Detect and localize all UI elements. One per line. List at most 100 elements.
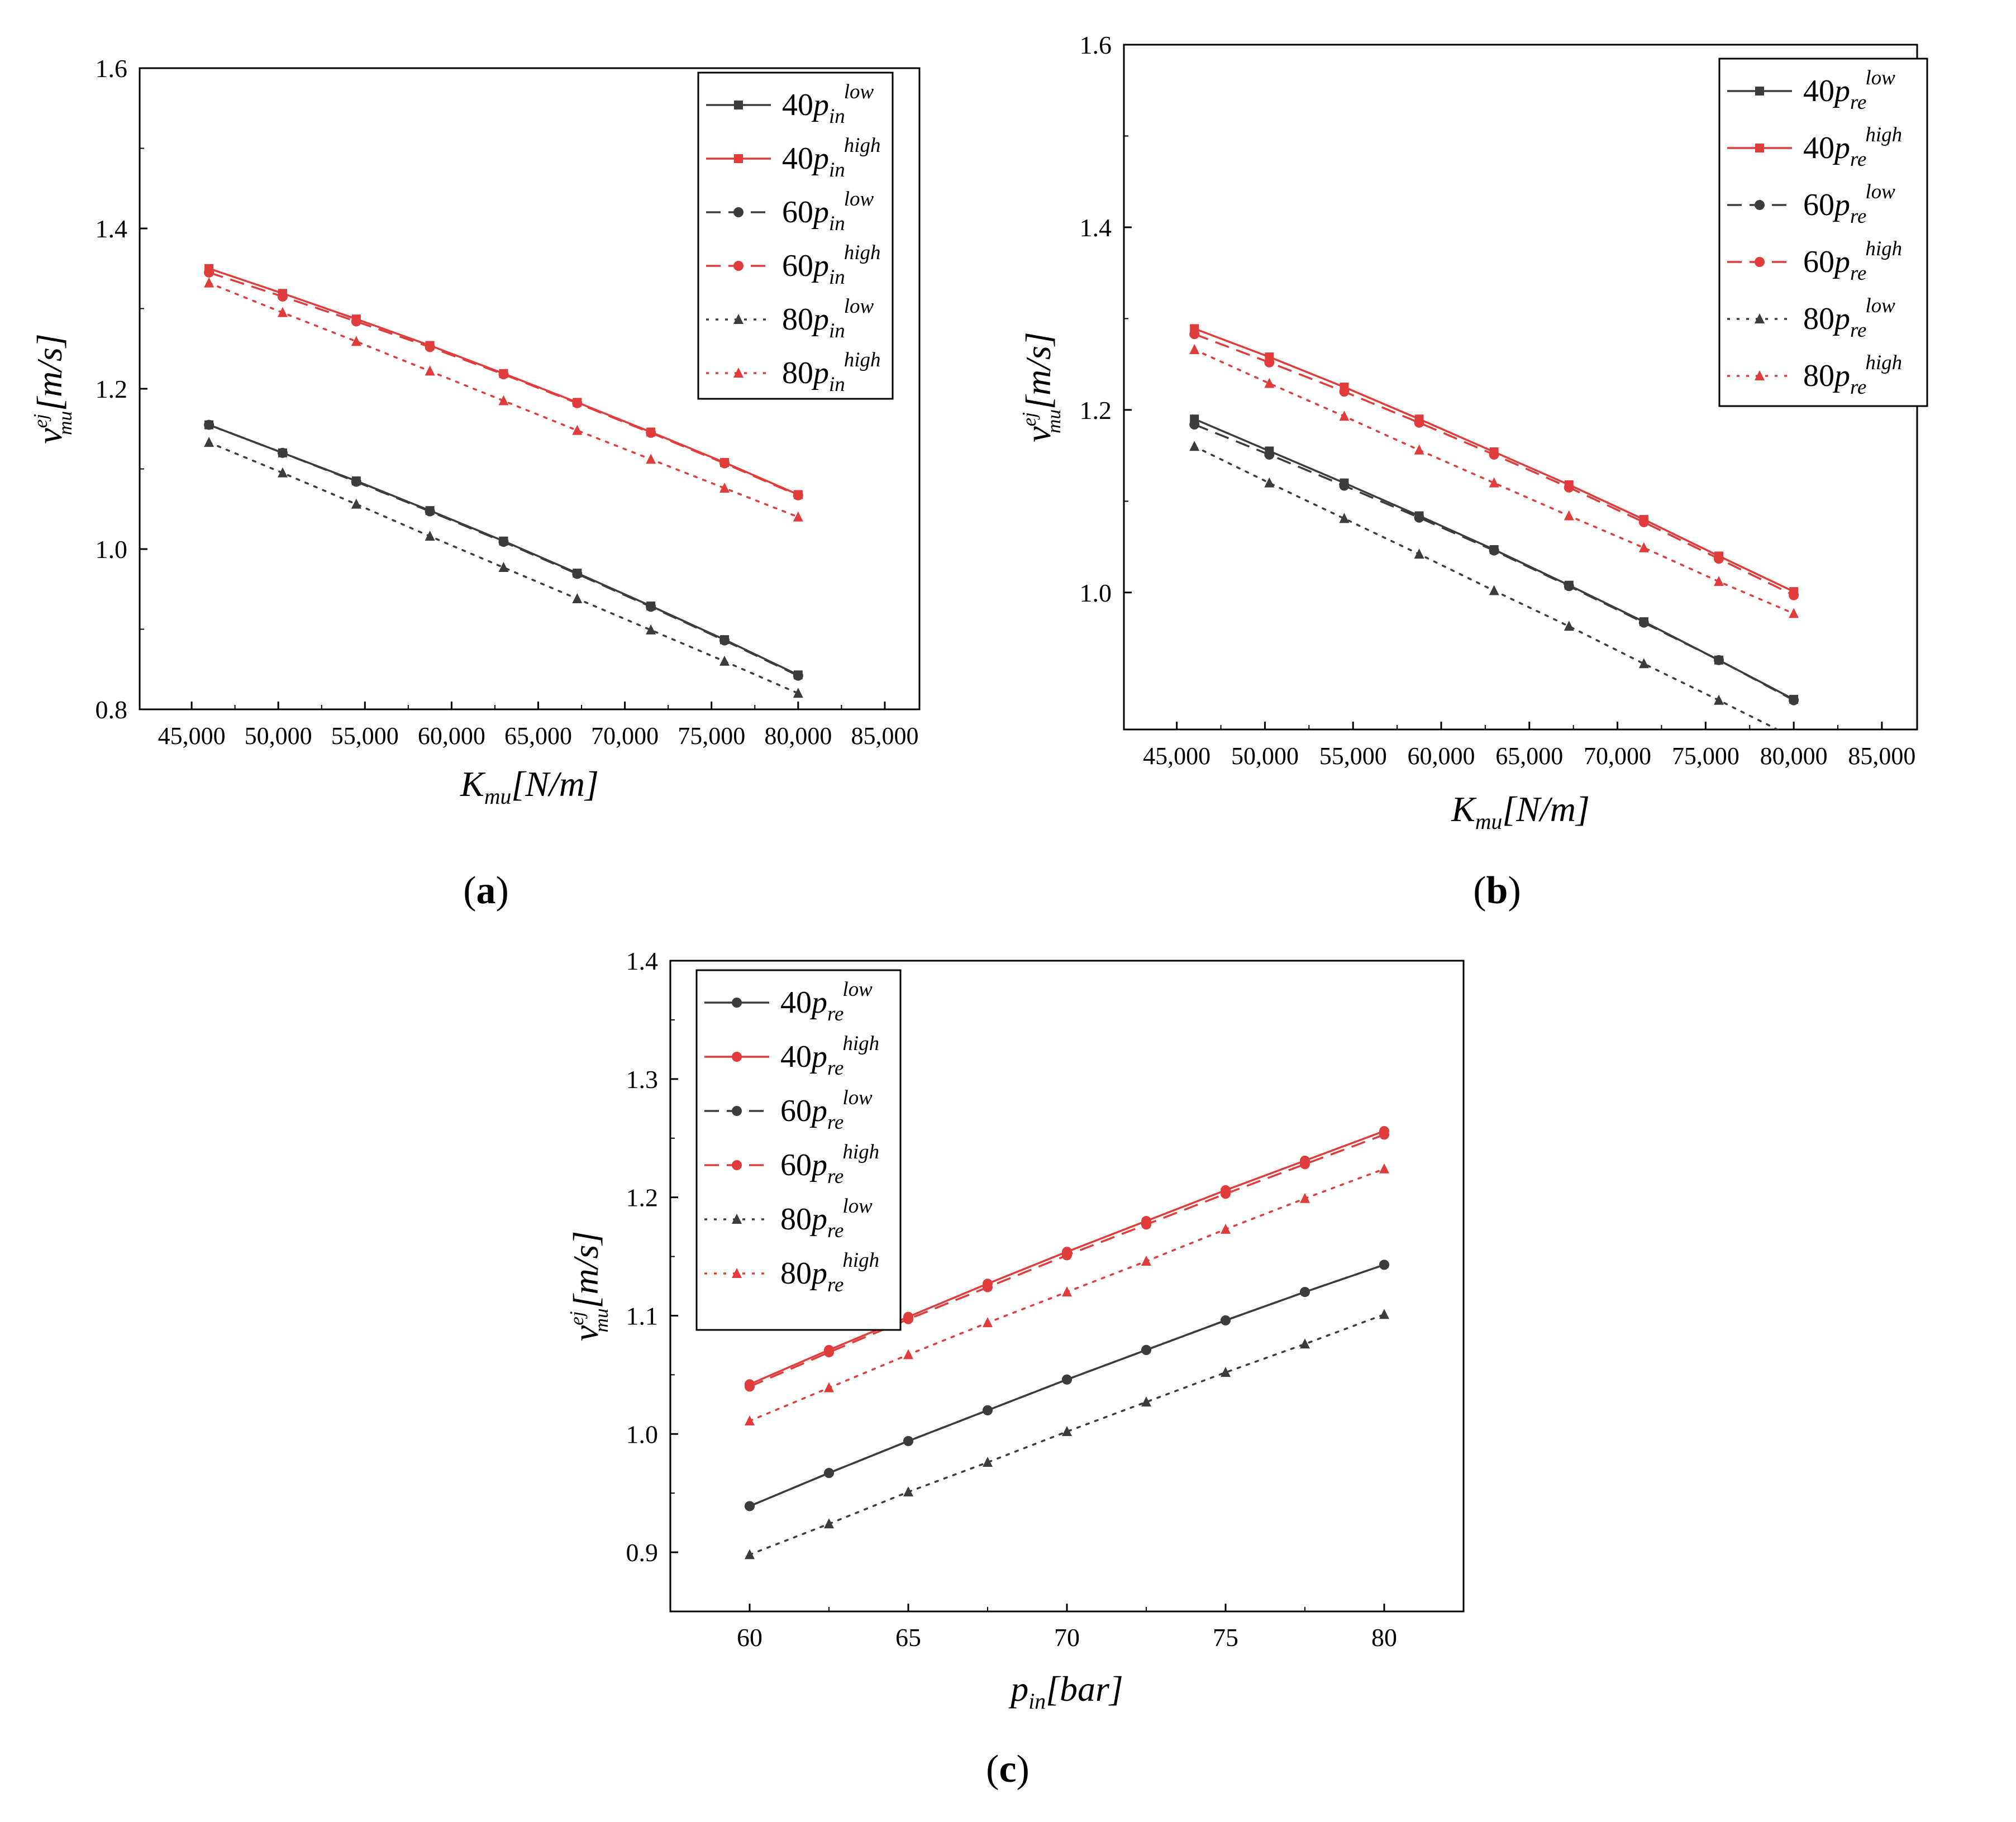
y-tick-label: 1.3 <box>626 1065 659 1094</box>
data-point <box>1300 1193 1310 1203</box>
x-tick-label: 85,000 <box>1848 742 1915 770</box>
data-point <box>1564 510 1574 521</box>
data-point <box>1489 585 1499 595</box>
legend-marker <box>1755 144 1764 152</box>
legend-label: 60pinlow <box>782 187 874 235</box>
data-point <box>277 291 288 302</box>
data-point <box>1141 1344 1151 1355</box>
legend-label: 60prehigh <box>1803 237 1902 284</box>
data-point <box>572 398 583 408</box>
legend-box <box>1718 58 1928 407</box>
series-line <box>1194 423 1794 702</box>
legend-label: 60pinhigh <box>782 241 880 288</box>
legend-marker <box>732 1160 742 1170</box>
data-point <box>1789 608 1799 618</box>
data-point <box>1221 1189 1231 1199</box>
data-point <box>824 1347 834 1358</box>
series-line <box>208 423 799 677</box>
data-point <box>646 624 656 635</box>
legend-label: 80pinlow <box>782 294 874 342</box>
legend-item: 60prelow <box>704 1086 873 1133</box>
data-point <box>646 427 656 438</box>
data-point <box>745 1415 755 1425</box>
data-point <box>983 1405 993 1415</box>
legend-box <box>695 969 902 1331</box>
legend-label: 60prehigh <box>780 1140 879 1187</box>
data-point <box>983 1282 993 1292</box>
x-tick-label: 50,000 <box>245 722 312 750</box>
y-tick-label: 1.2 <box>1080 396 1112 425</box>
legend-item: 40prehigh <box>1727 123 1902 170</box>
chart-c: 0.9 1.0 1.1 1.2 1.3 1.4 60 65 70 75 80 pin[bar] vej m… <box>566 947 1465 1714</box>
data-point <box>1638 517 1649 527</box>
data-point <box>1414 417 1424 428</box>
series-line <box>208 441 799 695</box>
legend-label: 80prelow <box>780 1194 873 1242</box>
y-tick-label: 1.0 <box>96 535 128 564</box>
legend-label: 80prehigh <box>1803 351 1902 398</box>
series-80pin-low <box>204 437 803 698</box>
data-point <box>1489 477 1499 488</box>
legend-item: 60prelow <box>1727 180 1895 227</box>
x-tick-label: 60,000 <box>418 722 485 750</box>
x-tick-label: 80,000 <box>764 722 832 750</box>
y-tick-label: 1.6 <box>1080 31 1112 59</box>
legend-item: 80prehigh <box>704 1248 879 1296</box>
data-point <box>1414 548 1424 559</box>
series-line <box>1194 333 1794 597</box>
data-point <box>1714 576 1724 586</box>
legend: 40pinlow 40pinhigh 60pinlow 60pinhigh 80pinl… <box>697 71 894 400</box>
data-point <box>745 1549 755 1559</box>
x-tick-label: 65,000 <box>1495 742 1563 770</box>
series-60pre-low <box>745 1260 1389 1511</box>
series-line <box>749 1313 1385 1556</box>
legend-label: 40prelow <box>780 977 873 1025</box>
x-tick-label: 70 <box>1054 1623 1080 1652</box>
data-point <box>1339 513 1350 523</box>
data-point <box>1638 617 1649 628</box>
data-point <box>425 531 435 541</box>
legend-item: 40pinhigh <box>706 133 880 181</box>
data-point <box>903 1349 913 1360</box>
data-point <box>1221 1315 1231 1325</box>
data-point <box>1489 545 1499 556</box>
legend-marker <box>1755 257 1765 267</box>
legend-item: 80pinlow <box>706 294 874 342</box>
data-point <box>1489 449 1499 460</box>
legend-label: 80pinhigh <box>782 348 880 395</box>
legend-item: 40prehigh <box>704 1032 879 1079</box>
legend-marker <box>1755 200 1765 210</box>
legend-marker <box>1755 370 1765 380</box>
data-point <box>498 369 509 380</box>
data-point <box>719 635 730 646</box>
series-60pre-low <box>1189 419 1799 705</box>
legend-item: 80prehigh <box>1727 351 1902 398</box>
data-point <box>351 316 361 327</box>
data-point <box>1264 477 1275 488</box>
data-point <box>1339 411 1350 421</box>
legend-marker <box>732 1268 742 1278</box>
data-point <box>1141 1396 1151 1407</box>
series-80pre-low <box>1189 441 1780 729</box>
data-point <box>1564 482 1574 493</box>
y-tick-label: 0.9 <box>626 1538 659 1567</box>
legend-marker <box>732 998 742 1008</box>
data-point <box>1189 329 1200 340</box>
y-tick-label: 0.8 <box>96 695 128 724</box>
legend-item: 60pinlow <box>706 187 874 235</box>
data-point <box>1264 357 1275 368</box>
legend-label: 80prelow <box>1803 294 1895 341</box>
y-tick-label: 1.2 <box>626 1184 659 1212</box>
x-tick-label: 55,000 <box>331 722 399 750</box>
legend-marker <box>1755 87 1764 96</box>
data-point <box>1189 441 1200 451</box>
data-point <box>1789 590 1799 600</box>
data-point <box>425 342 435 352</box>
y-tick-label: 1.4 <box>1080 213 1112 242</box>
data-point <box>1141 1256 1151 1266</box>
data-point <box>1379 1309 1389 1319</box>
series-60pin-low <box>204 419 803 681</box>
y-axis-label: vej mu[m/s] <box>1018 332 1065 442</box>
legend-marker <box>733 368 744 378</box>
data-point <box>1564 621 1574 631</box>
